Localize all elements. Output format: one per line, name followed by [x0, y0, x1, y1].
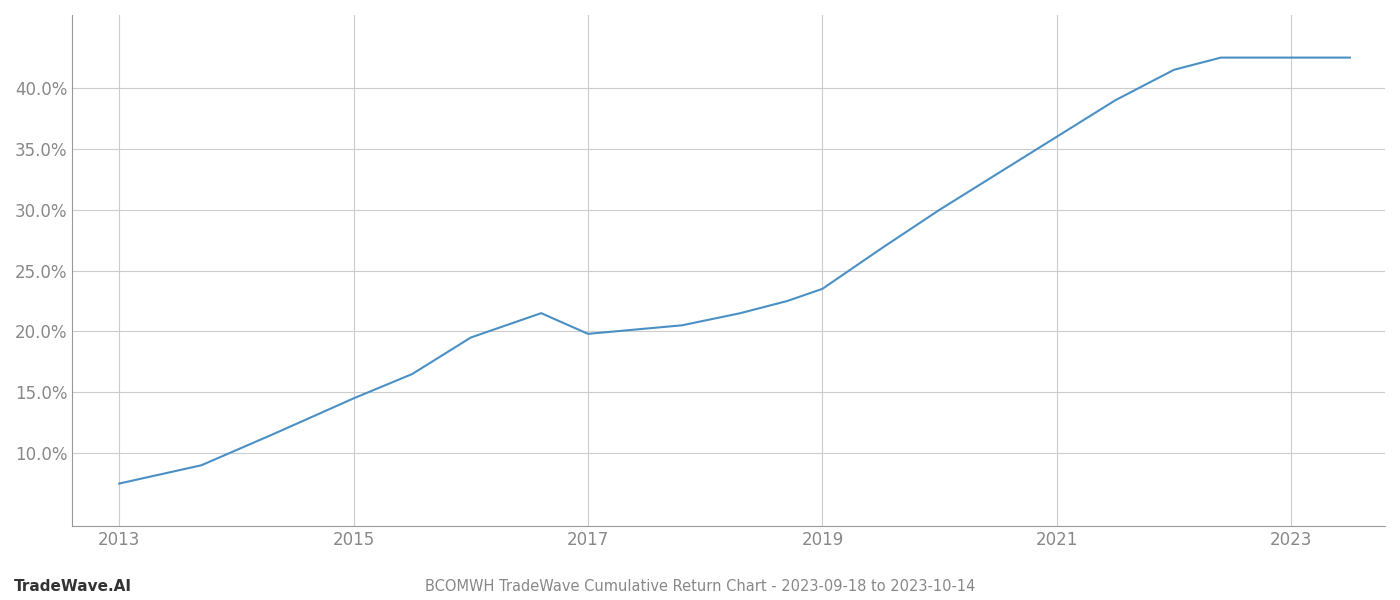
Text: TradeWave.AI: TradeWave.AI: [14, 579, 132, 594]
Text: BCOMWH TradeWave Cumulative Return Chart - 2023-09-18 to 2023-10-14: BCOMWH TradeWave Cumulative Return Chart…: [424, 579, 976, 594]
